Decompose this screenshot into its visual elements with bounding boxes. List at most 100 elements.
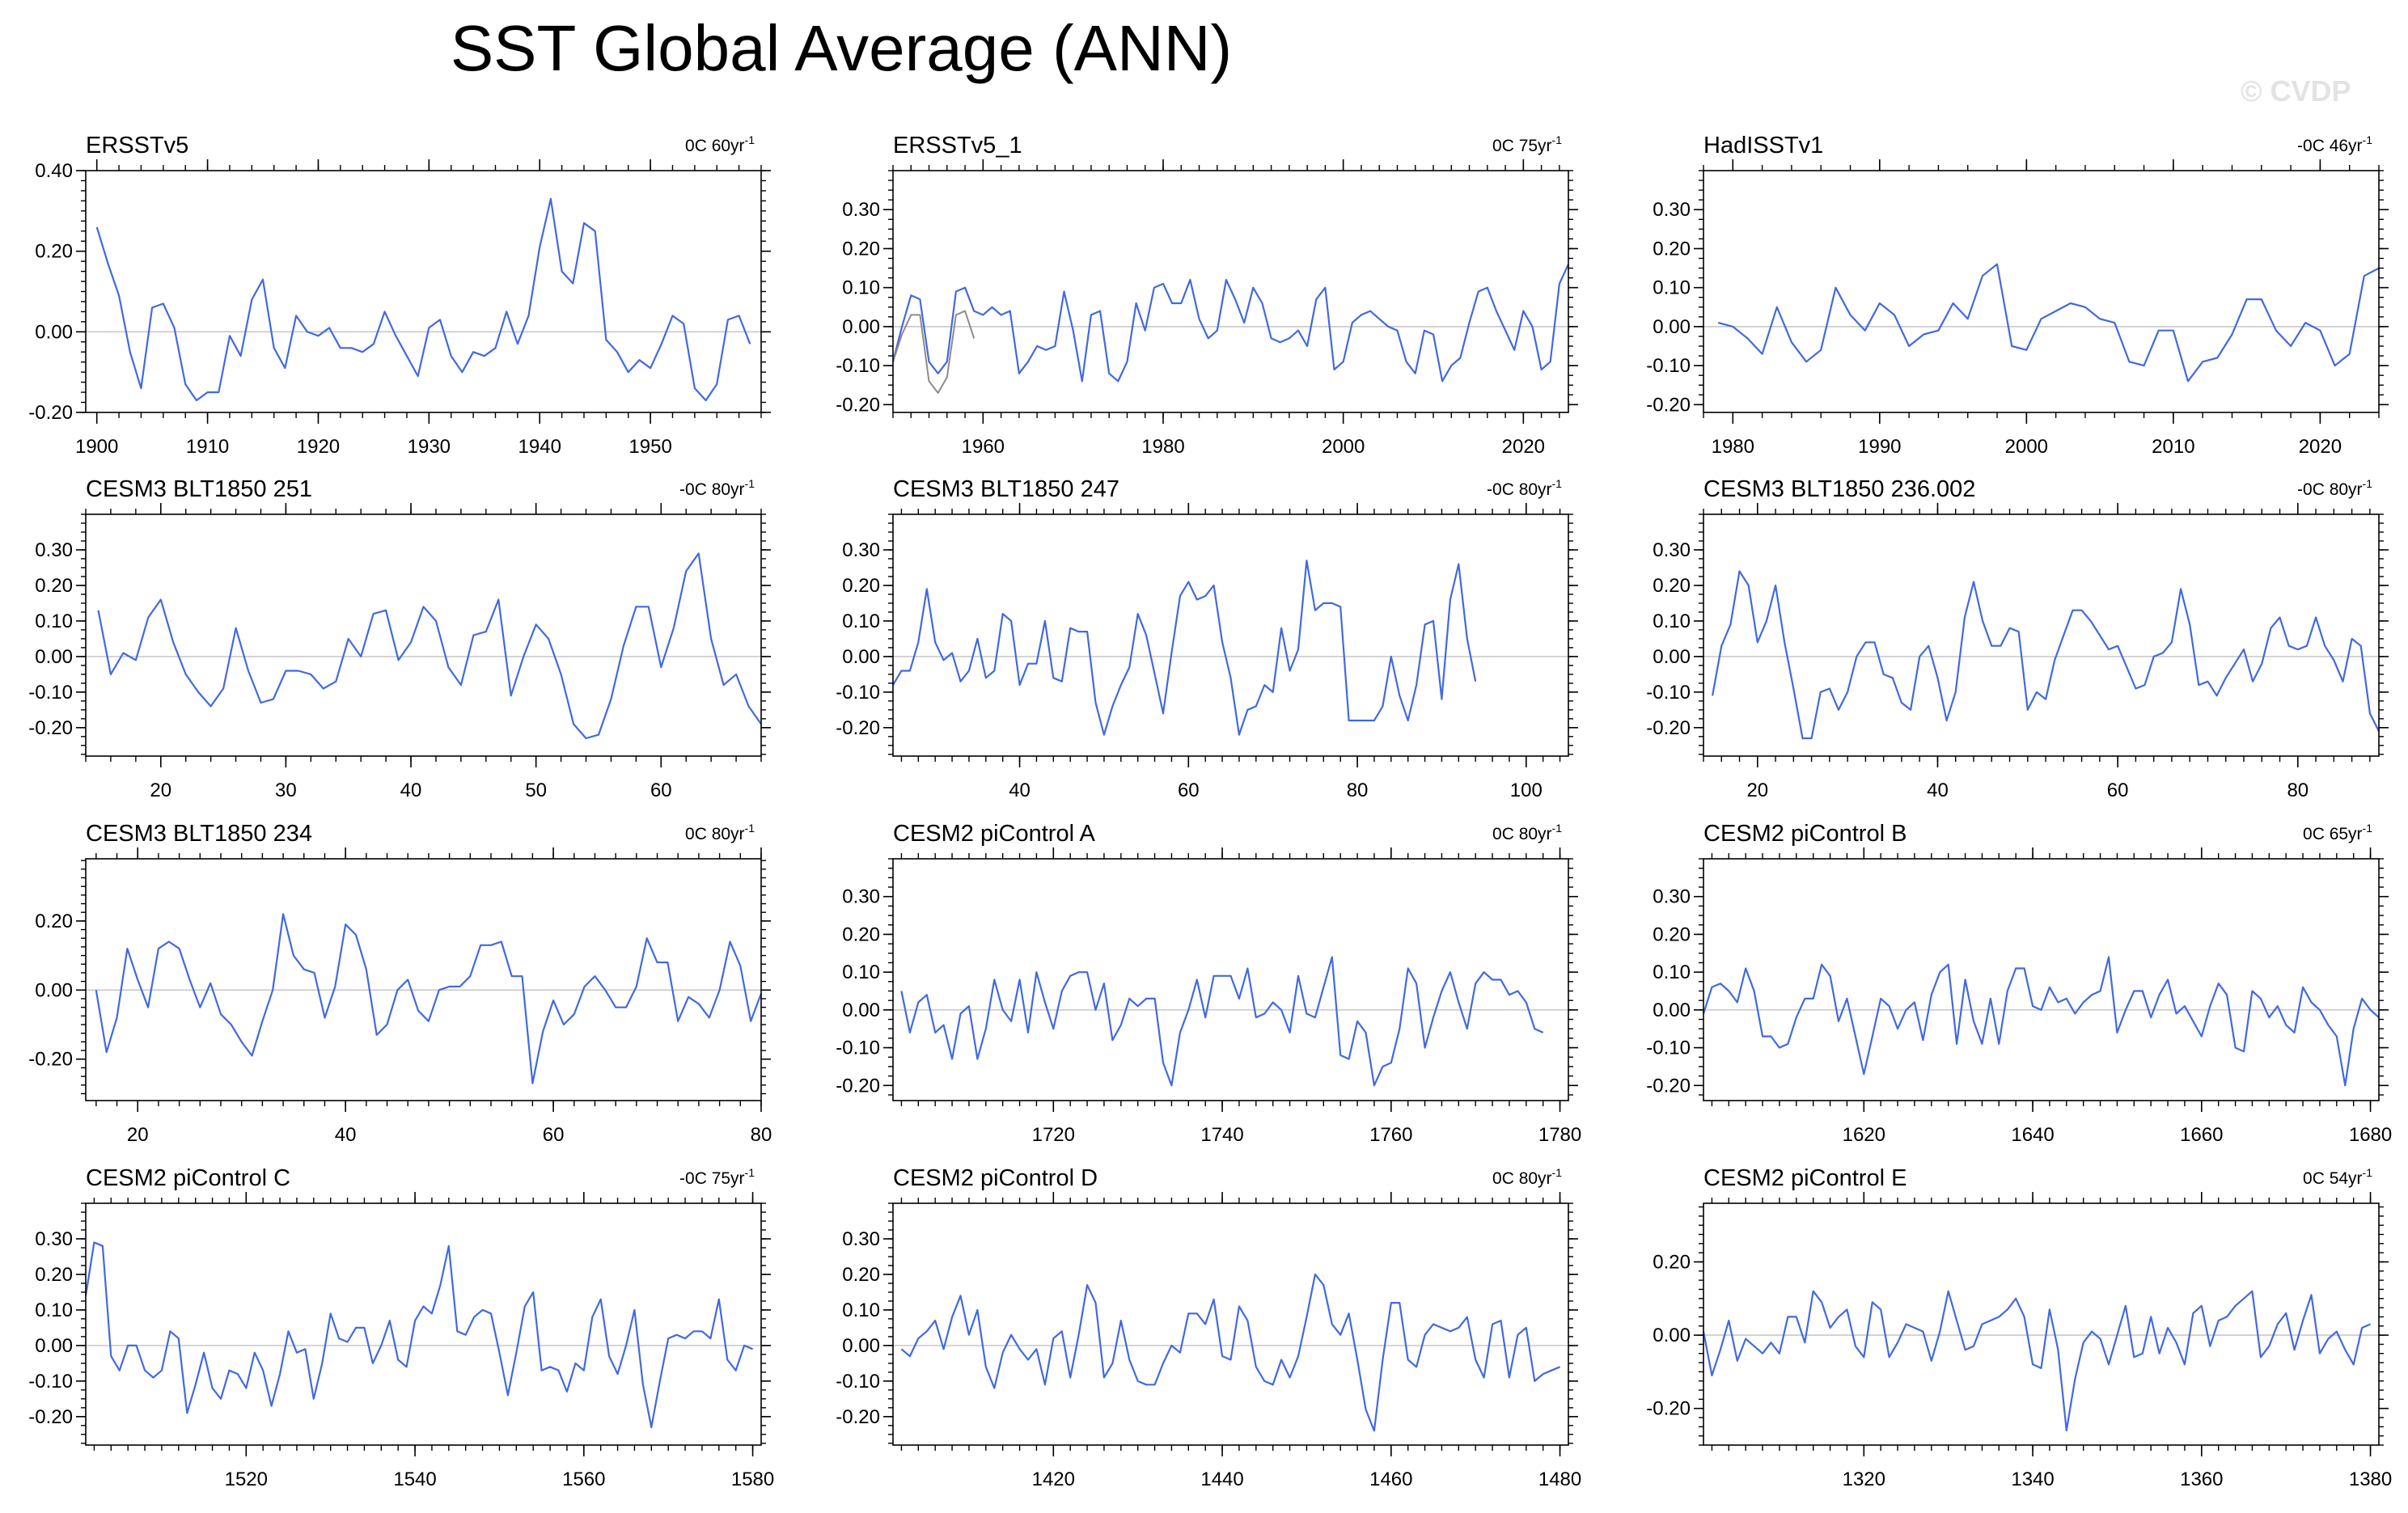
y-tick-label: -0.20 xyxy=(1646,1398,1691,1420)
y-tick-label: 0.10 xyxy=(842,961,880,983)
plot-frame xyxy=(892,513,1569,757)
x-tick-label: 1980 xyxy=(1712,436,1754,458)
x-tick-label: 2000 xyxy=(2005,436,2048,458)
plot-frame xyxy=(85,513,762,757)
y-tick-label: -0.20 xyxy=(836,717,880,739)
x-tick-label: 60 xyxy=(1178,780,1200,801)
y-tick-label: 0.20 xyxy=(35,575,73,597)
panel-9: CESM2 piControl B 0C 65yr-1 -0.20 -0.10 0.00… xyxy=(1646,821,2392,1146)
y-tick-label: -0.20 xyxy=(836,1406,880,1428)
trend-annotation: -0C 75yr-1 xyxy=(679,1166,755,1188)
y-tick-label: 0.20 xyxy=(1653,923,1691,945)
panel-title: HadISSTv1 xyxy=(1703,133,1823,158)
y-tick-label: 0.00 xyxy=(35,321,73,343)
y-tick-label: 0.30 xyxy=(842,886,880,908)
series-line xyxy=(1712,570,2380,740)
panel-title: ERSSTv5 xyxy=(86,133,188,158)
trend-annotation: 0C 75yr-1 xyxy=(1492,133,1562,155)
plot-frame xyxy=(85,858,762,1101)
x-tick-label: 80 xyxy=(2287,780,2309,801)
x-tick-label: 1320 xyxy=(1843,1469,1885,1490)
trend-annotation: 0C 80yr-1 xyxy=(685,822,755,843)
x-tick-label: 1460 xyxy=(1369,1469,1412,1490)
x-tick-label: 1380 xyxy=(2349,1469,2392,1490)
x-tick-label: 1930 xyxy=(408,436,451,458)
panel-title: CESM2 piControl E xyxy=(1703,1165,1907,1191)
y-tick-label: 0.00 xyxy=(1653,1000,1691,1021)
y-tick-label: 0.20 xyxy=(842,238,880,260)
series-line xyxy=(892,560,1477,736)
figure-title: SST Global Average (ANN) xyxy=(450,12,1233,84)
x-tick-label: 80 xyxy=(751,1124,772,1146)
y-tick-label: -0.20 xyxy=(1646,1075,1691,1097)
y-tick-label: -0.10 xyxy=(28,1371,73,1393)
x-tick-label: 50 xyxy=(525,780,547,801)
y-tick-label: 0.30 xyxy=(1653,886,1691,908)
y-tick-label: 0.00 xyxy=(35,979,73,1001)
panel-6: CESM3 BLT1850 236.002 -0C 80yr-1 -0.20 -0.1… xyxy=(1646,476,2389,801)
plot-frame xyxy=(85,170,762,413)
y-tick-label: 0.30 xyxy=(842,1228,880,1250)
y-tick-label: 0.10 xyxy=(842,611,880,632)
y-tick-label: 0.00 xyxy=(1653,646,1691,668)
trend-annotation: -0C 80yr-1 xyxy=(679,477,755,499)
panel-1: ERSSTv5 0C 60yr-1 -0.20 0.00 0.20 0.40 1900 191… xyxy=(28,133,771,458)
x-tick-label: 30 xyxy=(275,780,297,801)
y-tick-label: -0.10 xyxy=(28,682,73,704)
y-tick-label: 0.10 xyxy=(35,1300,73,1321)
panel-3: HadISSTv1 -0C 46yr-1 -0.20 -0.10 0.00 0.10 0.2… xyxy=(1646,133,2389,458)
y-tick-label: 0.40 xyxy=(35,160,73,182)
y-tick-label: 0.00 xyxy=(1653,1325,1691,1346)
trend-annotation: 0C 80yr-1 xyxy=(1492,1166,1562,1188)
x-tick-label: 2000 xyxy=(1322,436,1365,458)
x-tick-label: 1680 xyxy=(2349,1124,2392,1146)
y-tick-label: 0.30 xyxy=(842,539,880,561)
x-tick-label: 20 xyxy=(1746,780,1768,801)
panel-title: CESM2 piControl D xyxy=(893,1165,1098,1191)
x-tick-label: 1980 xyxy=(1141,436,1184,458)
x-tick-label: 1960 xyxy=(962,436,1005,458)
x-tick-label: 1910 xyxy=(186,436,229,458)
x-tick-label: 1440 xyxy=(1200,1469,1243,1490)
y-tick-label: 0.00 xyxy=(842,316,880,338)
y-tick-label: 0.10 xyxy=(842,1300,880,1321)
x-tick-label: 40 xyxy=(400,780,422,801)
series-line xyxy=(1702,1290,2372,1432)
x-tick-label: 1660 xyxy=(2180,1124,2223,1146)
x-tick-label: 1720 xyxy=(1032,1124,1075,1146)
x-tick-label: 1950 xyxy=(628,436,671,458)
x-tick-label: 1340 xyxy=(2011,1469,2054,1490)
plot-frame xyxy=(1703,513,2380,757)
y-tick-label: -0.20 xyxy=(836,394,880,416)
y-tick-label: -0.10 xyxy=(1646,355,1691,377)
trend-annotation: 0C 60yr-1 xyxy=(685,133,755,155)
series-line xyxy=(1717,263,2380,382)
y-tick-label: 0.20 xyxy=(842,575,880,597)
y-tick-label: -0.10 xyxy=(836,355,880,377)
x-tick-label: 1920 xyxy=(297,436,340,458)
y-tick-label: 0.30 xyxy=(1653,199,1691,221)
trend-annotation: -0C 80yr-1 xyxy=(1487,477,1562,499)
y-tick-label: 0.20 xyxy=(1653,575,1691,597)
y-tick-label: 0.10 xyxy=(842,277,880,299)
y-tick-label: -0.10 xyxy=(1646,682,1691,704)
series-line xyxy=(95,197,751,402)
x-tick-label: 1580 xyxy=(731,1469,774,1490)
x-tick-label: 1520 xyxy=(225,1469,268,1490)
x-tick-label: 1480 xyxy=(1538,1469,1581,1490)
y-tick-label: 0.20 xyxy=(1653,238,1691,260)
x-tick-label: 60 xyxy=(543,1124,565,1146)
panel-title: CESM3 BLT1850 236.002 xyxy=(1703,476,1975,502)
trend-annotation: 0C 65yr-1 xyxy=(2303,822,2372,843)
y-tick-label: -0.20 xyxy=(28,1049,73,1071)
y-tick-label: -0.20 xyxy=(28,402,73,424)
panel-title: CESM3 BLT1850 251 xyxy=(86,476,312,502)
y-tick-label: 0.00 xyxy=(842,646,880,668)
series-line xyxy=(97,552,762,740)
y-tick-label: 0.00 xyxy=(35,646,73,668)
x-tick-label: 1420 xyxy=(1032,1469,1075,1490)
x-tick-label: 60 xyxy=(650,780,672,801)
series-line-secondary xyxy=(892,310,975,394)
y-tick-label: 0.00 xyxy=(842,1335,880,1357)
